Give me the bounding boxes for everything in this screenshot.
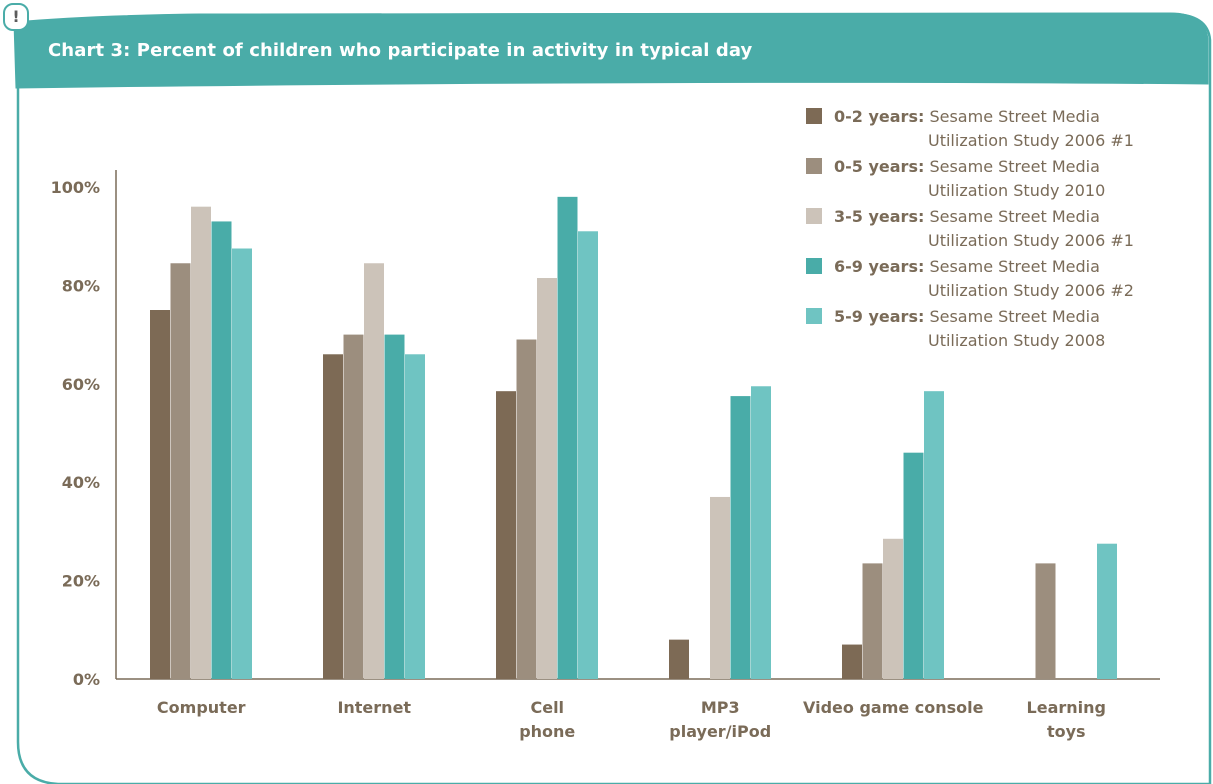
category-label: Cell (530, 698, 564, 717)
bar-3-5-years-1 (364, 263, 384, 679)
bar-0-2-years-3 (669, 639, 689, 679)
legend-item: 6-9 years: Sesame Street Media Utilizatio… (806, 255, 1166, 305)
y-tick-label: 20% (62, 572, 100, 591)
bar-5-9-years-1 (405, 354, 425, 679)
bar-0-5-years-4 (862, 563, 883, 679)
alert-icon: ! (3, 3, 29, 31)
legend-series-name: 6-9 years: (834, 257, 925, 276)
legend-item: 5-9 years: Sesame Street Media Utilizatio… (806, 305, 1166, 355)
legend-swatch (806, 158, 822, 174)
bar-0-5-years-2 (516, 339, 537, 679)
legend-series-source: Sesame Street Media Utilization Study 200… (924, 307, 1106, 350)
bar-6-9-years-3 (730, 396, 751, 679)
bar-5-9-years-0 (232, 248, 252, 679)
legend-swatch (806, 108, 822, 124)
bar-0-5-years-5 (1035, 563, 1056, 679)
bar-6-9-years-1 (384, 334, 405, 679)
legend-series-source: Sesame Street Media Utilization Study 200… (924, 107, 1134, 150)
legend-series-name: 0-2 years: (834, 107, 925, 126)
bar-6-9-years-2 (557, 196, 578, 679)
y-tick-label: 100% (51, 178, 100, 197)
chart-title: Chart 3: Percent of children who partici… (48, 40, 753, 61)
y-tick-label: 0% (73, 670, 100, 689)
bar-6-9-years-4 (903, 452, 924, 679)
legend-text: 0-5 years: Sesame Street Media Utilizatio… (834, 155, 1154, 203)
legend-series-name: 3-5 years: (834, 207, 925, 226)
legend-series-name: 5-9 years: (834, 307, 925, 326)
y-tick-label: 40% (62, 473, 100, 492)
category-label: player/iPod (669, 722, 771, 741)
legend-series-source: Sesame Street Media Utilization Study 200… (924, 207, 1134, 250)
legend-series-source: Sesame Street Media Utilization Study 201… (924, 157, 1106, 200)
bar-3-5-years-2 (537, 278, 557, 679)
bar-6-9-years-0 (211, 221, 232, 679)
bar-3-5-years-4 (883, 538, 903, 679)
legend-series-name: 0-5 years: (834, 157, 925, 176)
bar-0-5-years-0 (170, 263, 191, 679)
bar-5-9-years-5 (1097, 543, 1117, 679)
bar-0-2-years-0 (150, 310, 170, 679)
category-label: toys (1047, 722, 1086, 741)
legend-series-source: Sesame Street Media Utilization Study 200… (924, 257, 1134, 300)
bar-0-5-years-1 (343, 334, 364, 679)
legend-text: 0-2 years: Sesame Street Media Utilizatio… (834, 105, 1154, 153)
legend-text: 5-9 years: Sesame Street Media Utilizatio… (834, 305, 1154, 353)
bar-5-9-years-2 (578, 231, 598, 679)
category-label: Learning (1027, 698, 1106, 717)
bar-3-5-years-0 (191, 206, 211, 679)
bar-0-2-years-4 (842, 644, 862, 679)
legend-item: 0-5 years: Sesame Street Media Utilizatio… (806, 155, 1166, 205)
category-label: MP3 (701, 698, 740, 717)
legend: 0-2 years: Sesame Street Media Utilizatio… (806, 105, 1166, 355)
legend-item: 3-5 years: Sesame Street Media Utilizatio… (806, 205, 1166, 255)
y-tick-label: 80% (62, 276, 100, 295)
bar-0-2-years-1 (323, 354, 343, 679)
legend-text: 3-5 years: Sesame Street Media Utilizatio… (834, 205, 1154, 253)
bar-5-9-years-3 (751, 386, 771, 679)
category-label: phone (519, 722, 575, 741)
category-label: Internet (337, 698, 411, 717)
bar-0-2-years-2 (496, 391, 516, 679)
y-tick-label: 60% (62, 375, 100, 394)
legend-item: 0-2 years: Sesame Street Media Utilizatio… (806, 105, 1166, 155)
category-label: Video game console (803, 698, 984, 717)
category-label: Computer (157, 698, 246, 717)
legend-swatch (806, 208, 822, 224)
legend-swatch (806, 258, 822, 274)
bar-5-9-years-4 (924, 391, 944, 679)
bar-3-5-years-3 (710, 496, 730, 679)
legend-swatch (806, 308, 822, 324)
legend-text: 6-9 years: Sesame Street Media Utilizatio… (834, 255, 1154, 303)
